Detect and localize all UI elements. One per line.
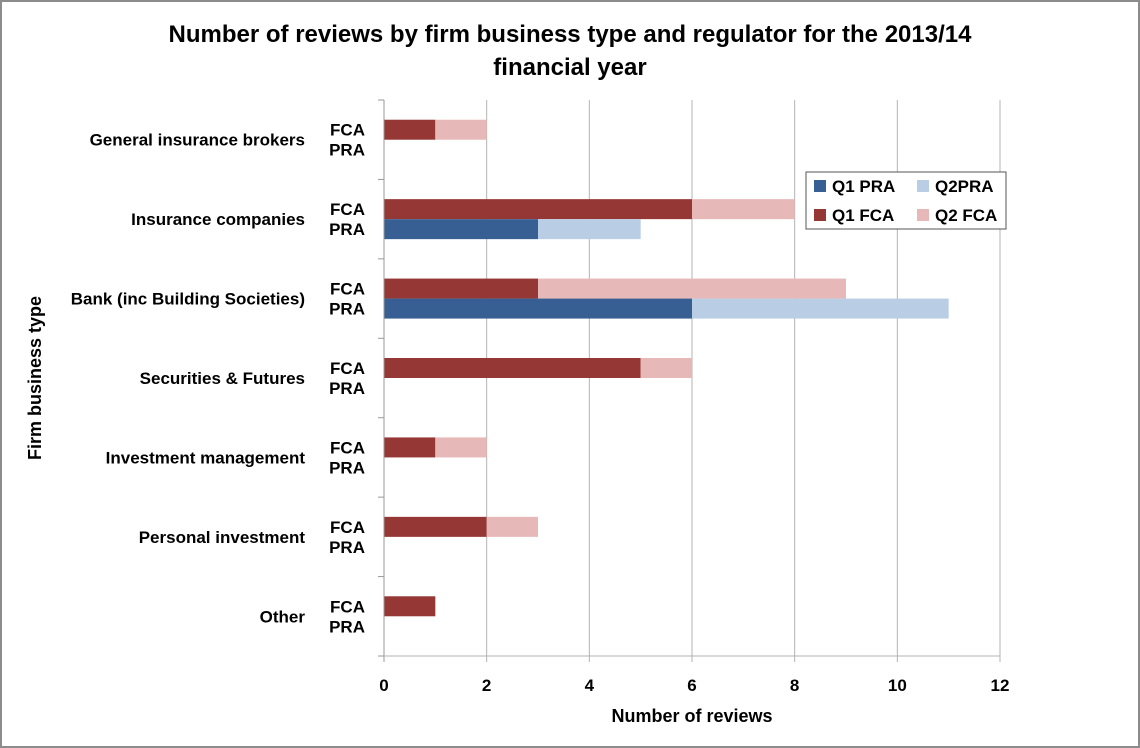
bar-q2-fca — [692, 199, 795, 220]
bar-q2-fca — [640, 358, 692, 378]
bar-q1-pra — [384, 219, 538, 240]
legend-label: Q1 PRA — [832, 177, 895, 196]
sub-label-fca: FCA — [330, 280, 365, 299]
sub-label-fca: FCA — [330, 359, 365, 378]
sub-label-pra: PRA — [329, 617, 365, 636]
x-tick-label: 2 — [482, 676, 491, 695]
bar-q2-fca — [435, 119, 487, 140]
x-tick-label: 4 — [585, 676, 595, 695]
chart-title-line2: financial year — [493, 54, 646, 81]
x-tick-label: 10 — [888, 676, 907, 695]
sub-label-pra: PRA — [329, 300, 365, 319]
sub-label-pra: PRA — [329, 220, 365, 239]
x-axis-title: Number of reviews — [611, 706, 772, 726]
sub-label-fca: FCA — [330, 597, 365, 616]
category-label: Personal investment — [139, 528, 306, 547]
sub-label-pra: PRA — [329, 538, 365, 557]
sub-label-pra: PRA — [329, 458, 365, 477]
category-label: Bank (inc Building Societies) — [71, 290, 305, 309]
legend-swatch — [814, 209, 826, 221]
bar-q2-fca — [538, 278, 846, 299]
x-tick-labels: 0 2 4 6 8 10 12 — [379, 676, 1009, 695]
bar-q2pra — [692, 298, 949, 319]
sub-label-fca: FCA — [330, 518, 365, 537]
category-labels: General insurance brokersFCAPRAInsurance… — [71, 121, 365, 637]
legend: Q1 PRA Q2PRA Q1 FCA Q2 FCA — [805, 171, 1007, 230]
bar-q1-fca — [384, 278, 538, 299]
x-tick-label: 12 — [991, 676, 1010, 695]
legend-box — [805, 171, 1007, 230]
legend-swatch — [917, 180, 929, 192]
x-tick-label: 0 — [379, 676, 388, 695]
x-tick-label: 6 — [687, 676, 696, 695]
y-axis-title: Firm business type — [25, 296, 45, 460]
legend-swatch — [814, 180, 826, 192]
category-label: Securities & Futures — [140, 369, 305, 388]
bar-q1-fca — [384, 199, 692, 220]
legend-label: Q1 FCA — [832, 206, 894, 225]
bar-q1-fca — [384, 437, 436, 458]
bars — [384, 119, 949, 617]
chart-title-line1: Number of reviews by firm business type … — [169, 21, 973, 48]
x-tick-label: 8 — [790, 676, 799, 695]
legend-label: Q2 FCA — [935, 206, 997, 225]
legend-label: Q2PRA — [935, 177, 994, 196]
category-label: Other — [260, 607, 306, 626]
bar-q1-fca — [384, 358, 641, 378]
category-label: Investment management — [106, 448, 306, 467]
sub-label-fca: FCA — [330, 200, 365, 219]
bar-q2pra — [538, 219, 641, 240]
bar-q1-pra — [384, 298, 692, 319]
bar-q2-fca — [486, 516, 538, 537]
sub-label-pra: PRA — [329, 379, 365, 398]
legend-swatch — [917, 209, 929, 221]
sub-label-fca: FCA — [330, 438, 365, 457]
bar-q1-fca — [384, 516, 487, 537]
category-label: General insurance brokers — [90, 131, 305, 150]
bar-q1-fca — [384, 119, 436, 140]
category-label: Insurance companies — [131, 210, 305, 229]
sub-label-pra: PRA — [329, 141, 365, 160]
axes — [378, 99, 1000, 662]
bar-q2-fca — [435, 437, 487, 458]
sub-label-fca: FCA — [330, 121, 365, 140]
bar-q1-fca — [384, 596, 436, 617]
